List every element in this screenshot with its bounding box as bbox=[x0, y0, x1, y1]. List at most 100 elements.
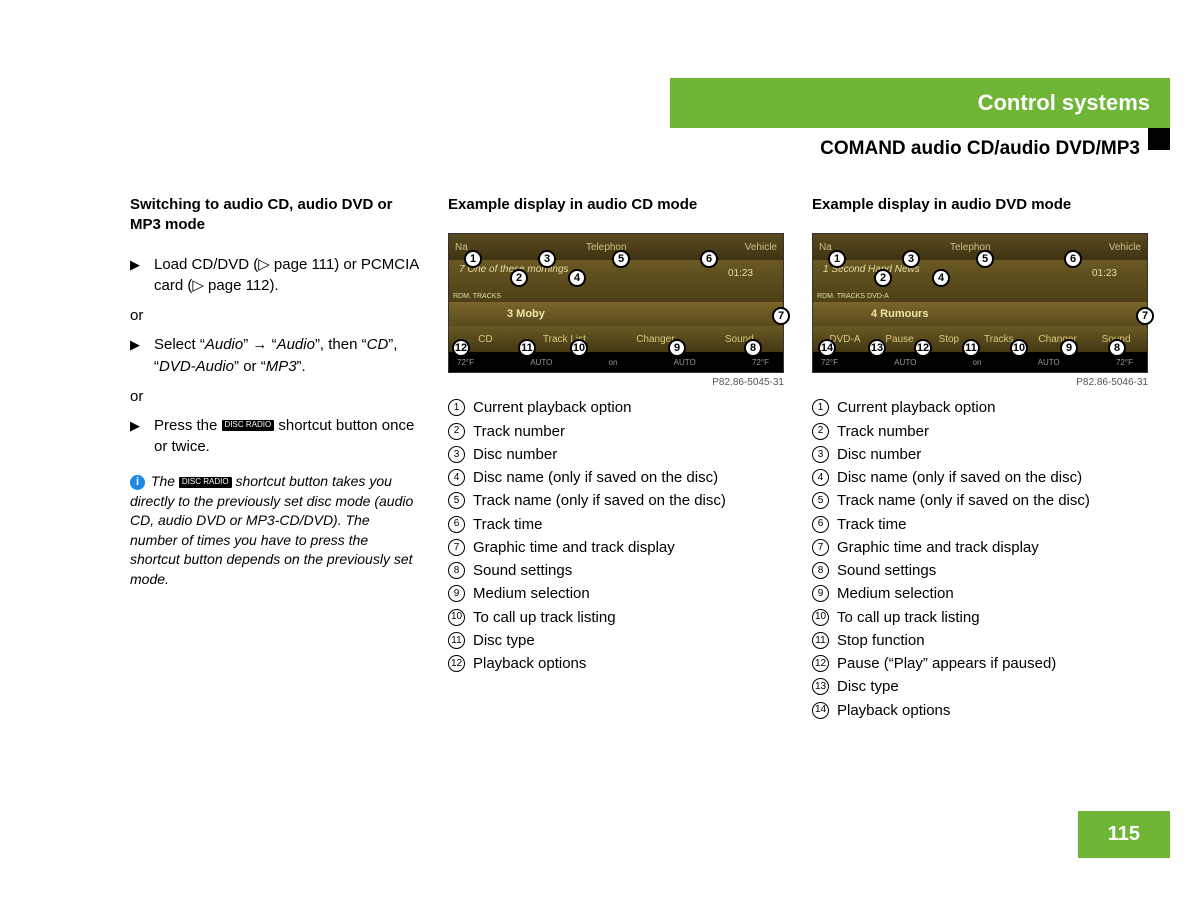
legend-item: 4 Disc name (only if saved on the disc) bbox=[448, 466, 784, 489]
text: The bbox=[147, 473, 179, 489]
tab-marker bbox=[1148, 128, 1170, 150]
column-instructions: Switching to audio CD, audio DVD or MP3 … bbox=[130, 195, 420, 722]
legend-text: Graphic time and track display bbox=[473, 536, 675, 559]
nav-tab: Vehicle bbox=[745, 242, 777, 253]
auto-label: AUTO bbox=[894, 358, 916, 367]
legend-item: 1 Current playback option bbox=[812, 396, 1148, 419]
temp-left: 72°F bbox=[457, 358, 474, 367]
callout-marker: 7 bbox=[772, 307, 790, 325]
legend-item: 3Disc number bbox=[448, 443, 784, 466]
menu-item: Tracks bbox=[984, 334, 1014, 345]
callout-marker: 7 bbox=[1136, 307, 1154, 325]
legend-number-icon: 2 bbox=[448, 423, 465, 440]
legend-number-icon: 13 bbox=[812, 678, 829, 695]
display-menu: DVD-A Pause Stop Tracks Changer Sound bbox=[813, 326, 1147, 352]
track-time: 01:23 bbox=[728, 268, 753, 279]
auto-label: AUTO bbox=[674, 358, 696, 367]
legend-text: Track number bbox=[473, 420, 565, 443]
page-header: Control systems COMAND audio CD/audio DV… bbox=[670, 78, 1170, 160]
legend-text: Track time bbox=[837, 513, 906, 536]
disc-label: 4 Rumours bbox=[871, 308, 928, 320]
legend-text: Medium selection bbox=[473, 582, 590, 605]
step-3: ▶ Press the DISC RADIO shortcut button o… bbox=[130, 415, 420, 459]
text: ” → “ bbox=[243, 336, 276, 353]
legend-number-icon: 1 bbox=[812, 399, 829, 416]
legend-text: Disc name (only if saved on the disc) bbox=[837, 466, 1082, 489]
legend-text: Playback options bbox=[837, 699, 950, 722]
legend-item: 11 Stop function bbox=[812, 629, 1148, 652]
rdm-label: RDM. TRACKS DVD-A bbox=[817, 293, 889, 300]
legend-item: 14 Playback options bbox=[812, 699, 1148, 722]
legend-number-icon: 2 bbox=[812, 423, 829, 440]
rdm-label: RDM. TRACKS bbox=[453, 293, 501, 300]
legend-item: 5Track name (only if saved on the disc) bbox=[812, 489, 1148, 512]
bullet-arrow-icon: ▶ bbox=[130, 415, 154, 459]
legend-item: 2 Track number bbox=[448, 420, 784, 443]
legend-text: Sound settings bbox=[837, 559, 936, 582]
step-1-text: Load CD/DVD (▷ page 111) or PCMCIA card … bbox=[154, 254, 420, 298]
legend-number-icon: 6 bbox=[448, 516, 465, 533]
step-3-text: Press the DISC RADIO shortcut button onc… bbox=[154, 415, 420, 459]
legend-text: To call up track listing bbox=[473, 606, 616, 629]
legend-number-icon: 14 bbox=[812, 702, 829, 719]
legend-item: 8Sound settings bbox=[448, 559, 784, 582]
text: ” or “ bbox=[234, 358, 266, 375]
legend-number-icon: 4 bbox=[448, 469, 465, 486]
legend-number-icon: 7 bbox=[812, 539, 829, 556]
legend-text: Track number bbox=[837, 420, 929, 443]
legend-item: 7 Graphic time and track display bbox=[448, 536, 784, 559]
on-label: on bbox=[973, 358, 982, 367]
col3-heading: Example display in audio DVD mode bbox=[812, 195, 1148, 215]
legend-item: 9 Medium selection bbox=[448, 582, 784, 605]
legend-text: Disc name (only if saved on the disc) bbox=[473, 466, 718, 489]
legend-text: Current playback option bbox=[837, 396, 995, 419]
menu-term: Audio bbox=[205, 336, 243, 353]
column-cd-mode: Example display in audio CD mode Na Tele… bbox=[448, 195, 784, 722]
cd-display-wrap: Na Telephon Vehicle 7 One of these morni… bbox=[448, 233, 784, 373]
legend-number-icon: 3 bbox=[448, 446, 465, 463]
legend-number-icon: 9 bbox=[448, 585, 465, 602]
legend-text: Graphic time and track display bbox=[837, 536, 1039, 559]
menu-item: Pause bbox=[885, 334, 913, 345]
page-subtitle: COMAND audio CD/audio DVD/MP3 bbox=[670, 138, 1170, 160]
legend-item: 10To call up track listing bbox=[448, 606, 784, 629]
legend-number-icon: 7 bbox=[448, 539, 465, 556]
step-2: ▶ Select “Audio” → “Audio”, then “CD”, “… bbox=[130, 334, 420, 378]
text: ”. bbox=[297, 358, 306, 375]
text: Press the bbox=[154, 417, 222, 434]
legend-number-icon: 11 bbox=[812, 632, 829, 649]
legend-number-icon: 3 bbox=[812, 446, 829, 463]
legend-number-icon: 10 bbox=[812, 609, 829, 626]
info-note: i The DISC RADIO shortcut button takes y… bbox=[130, 472, 420, 590]
col2-heading: Example display in audio CD mode bbox=[448, 195, 784, 215]
disc-radio-button-icon: DISC RADIO bbox=[222, 420, 275, 431]
text: shortcut button takes you directly to th… bbox=[130, 473, 413, 587]
info-icon: i bbox=[130, 475, 145, 490]
legend-text: Track time bbox=[473, 513, 542, 536]
legend-item: 4Disc name (only if saved on the disc) bbox=[812, 466, 1148, 489]
or-separator: or bbox=[130, 388, 420, 405]
legend-text: Track name (only if saved on the disc) bbox=[473, 489, 726, 512]
disc-radio-button-icon: DISC RADIO bbox=[179, 477, 232, 488]
legend-item: 6Track time bbox=[812, 513, 1148, 536]
step-1: ▶ Load CD/DVD (▷ page 111) or PCMCIA car… bbox=[130, 254, 420, 298]
menu-term: CD bbox=[367, 336, 389, 353]
legend-item: 2 Track number bbox=[812, 420, 1148, 443]
text: page 112). bbox=[204, 277, 279, 294]
nav-tab: Na bbox=[455, 242, 468, 253]
menu-term: Audio bbox=[277, 336, 315, 353]
menu-term: MP3 bbox=[266, 358, 297, 375]
temp-right: 72°F bbox=[752, 358, 769, 367]
legend-text: Stop function bbox=[837, 629, 925, 652]
page-number: 115 bbox=[1078, 811, 1170, 858]
nav-tab: Vehicle bbox=[1109, 242, 1141, 253]
display-disc-bar: 4 Rumours bbox=[813, 302, 1147, 326]
temp-right: 72°F bbox=[1116, 358, 1133, 367]
legend-text: Disc type bbox=[837, 675, 899, 698]
menu-item: Stop bbox=[939, 334, 960, 345]
cd-legend: 1Current playback option2Track number3Di… bbox=[448, 396, 784, 675]
or-separator: or bbox=[130, 307, 420, 324]
bullet-arrow-icon: ▶ bbox=[130, 334, 154, 378]
menu-item: CD bbox=[478, 334, 492, 345]
image-code: P82.86-5046-31 bbox=[812, 377, 1148, 388]
